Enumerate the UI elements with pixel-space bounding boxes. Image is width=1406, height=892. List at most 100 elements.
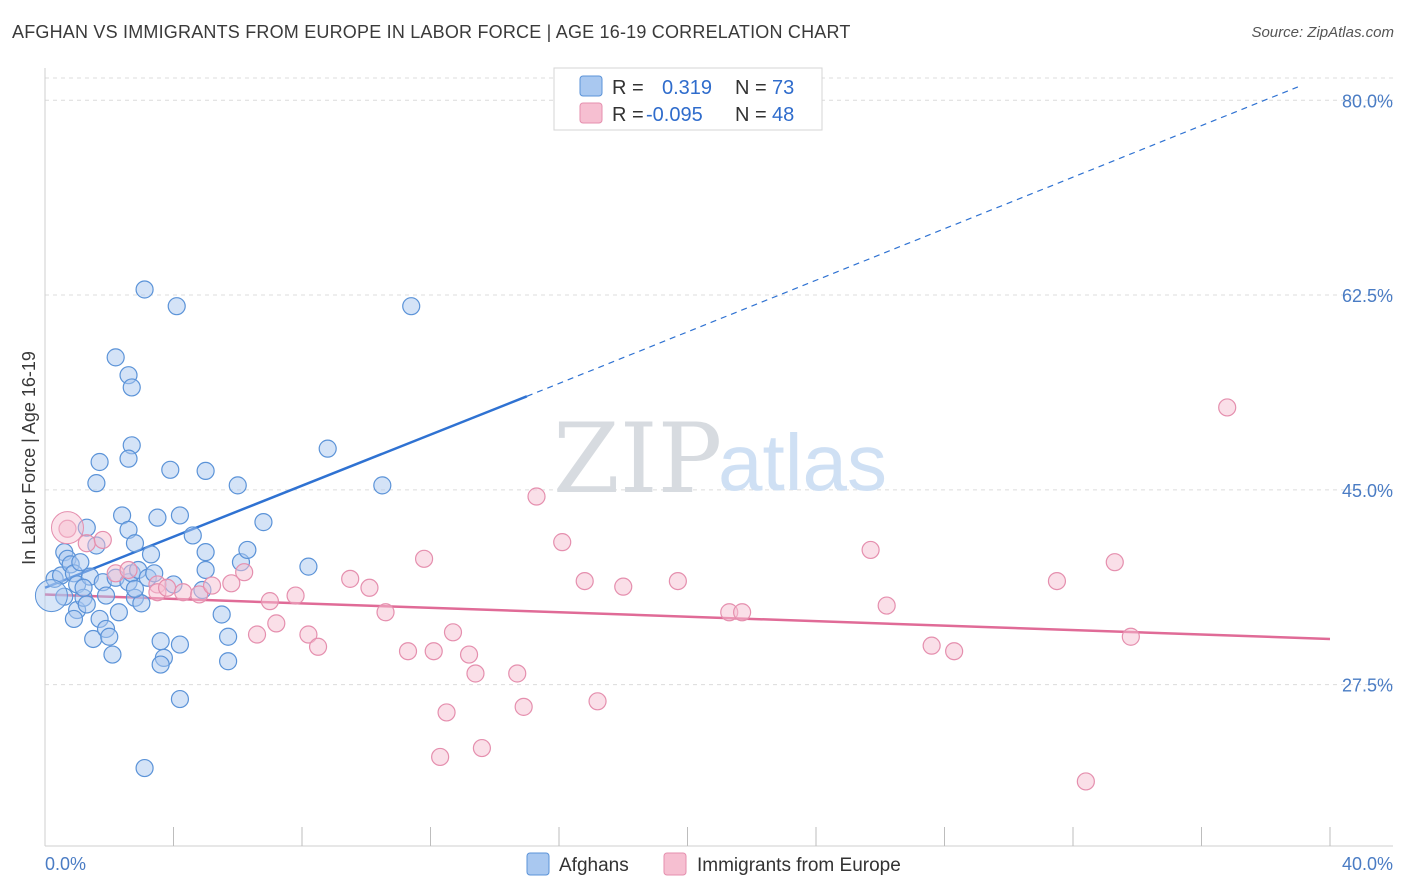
europe-point bbox=[1047, 571, 1067, 591]
europe-point bbox=[414, 549, 434, 568]
europe-point bbox=[553, 533, 572, 552]
afghans-point bbox=[87, 474, 106, 493]
europe-point bbox=[1121, 627, 1140, 646]
bottom-legend-swatch-afghans bbox=[526, 852, 550, 876]
europe-point bbox=[733, 603, 752, 622]
europe-point bbox=[247, 625, 267, 644]
europe-point bbox=[575, 571, 594, 591]
afghans-point bbox=[109, 603, 128, 622]
europe-point bbox=[174, 583, 193, 602]
europe-point bbox=[877, 596, 896, 615]
afghans-point bbox=[151, 632, 170, 651]
grid bbox=[45, 77, 1393, 686]
europe-point bbox=[527, 487, 546, 506]
watermark-atlas: atlas bbox=[718, 418, 887, 507]
europe-point bbox=[235, 563, 254, 582]
y-tick-labels: 27.5% 45.0% 62.5% 80.0% bbox=[1342, 91, 1393, 695]
legend-swatch-europe bbox=[579, 102, 603, 124]
afghans-point bbox=[119, 449, 138, 468]
europe-point bbox=[157, 578, 177, 597]
afghans-point bbox=[299, 557, 318, 576]
afghans-point bbox=[125, 534, 145, 553]
bottom-legend-europe: Immigrants from Europe bbox=[697, 855, 901, 876]
europe-point bbox=[443, 623, 463, 642]
afghans-point bbox=[373, 476, 392, 495]
afghans-point bbox=[161, 460, 180, 479]
afghans-trend-extension bbox=[526, 86, 1299, 397]
europe-cluster-point bbox=[50, 511, 84, 545]
europe-point bbox=[119, 560, 138, 580]
europe-point bbox=[466, 664, 485, 683]
y-tick-label: 80.0% bbox=[1342, 91, 1393, 111]
watermark: ZIP atlas bbox=[553, 403, 887, 515]
europe-point bbox=[286, 586, 305, 605]
legend-r-value-2: -0.095 bbox=[646, 104, 703, 126]
legend-r-value-1: 0.319 bbox=[662, 77, 712, 99]
afghans-point bbox=[228, 476, 247, 495]
europe-point bbox=[861, 540, 880, 560]
y-tick-label: 27.5% bbox=[1342, 676, 1393, 696]
europe-point bbox=[424, 642, 443, 661]
axes bbox=[44, 68, 1393, 847]
europe-point bbox=[58, 519, 77, 538]
europe-point bbox=[588, 692, 607, 711]
europe-point bbox=[1218, 398, 1237, 417]
bottom-legend-afghans: Afghans bbox=[559, 855, 629, 876]
afghans-point bbox=[151, 655, 170, 674]
europe-point bbox=[459, 645, 479, 664]
afghans-point bbox=[238, 540, 257, 560]
legend-n-label-2: N = bbox=[735, 104, 767, 126]
europe-point bbox=[202, 576, 222, 595]
y-axis-label: In Labor Force | Age 16-19 bbox=[19, 351, 39, 565]
legend-n-value-1: 73 bbox=[772, 77, 794, 99]
afghans-point bbox=[77, 595, 96, 614]
legend-r-label-2: R = bbox=[612, 104, 644, 126]
europe-point bbox=[267, 614, 286, 633]
europe-point bbox=[299, 625, 318, 644]
europe-point bbox=[190, 585, 209, 604]
europe-point bbox=[1105, 553, 1124, 572]
europe-trend-line bbox=[44, 593, 1331, 641]
bottom-legend: Afghans Immigrants from Europe bbox=[526, 852, 901, 876]
europe-point bbox=[614, 577, 633, 596]
afghans-point bbox=[141, 545, 161, 564]
afghans-point bbox=[100, 627, 119, 646]
europe-point bbox=[945, 642, 964, 661]
afghans-point bbox=[122, 378, 141, 397]
europe-point bbox=[431, 747, 450, 767]
afghans-point bbox=[402, 297, 421, 316]
europe-point bbox=[360, 578, 379, 597]
europe-point bbox=[514, 697, 533, 716]
x-tick-label-max: 40.0% bbox=[1342, 854, 1393, 874]
europe-point bbox=[472, 738, 491, 758]
afghans-point bbox=[170, 635, 190, 654]
source-label: Source: ZipAtlas.com bbox=[1251, 24, 1394, 41]
afghans-point bbox=[170, 506, 190, 525]
afghans-point bbox=[212, 605, 231, 624]
watermark-zip: ZIP bbox=[553, 403, 722, 515]
europe-point bbox=[508, 664, 527, 683]
afghans-trend-line bbox=[44, 395, 528, 589]
legend-n-label-1: N = bbox=[735, 77, 767, 99]
y-tick-label: 45.0% bbox=[1342, 481, 1393, 501]
europe-point bbox=[308, 637, 328, 656]
europe-point bbox=[437, 703, 456, 722]
afghans-point bbox=[90, 452, 109, 472]
afghans-point bbox=[167, 297, 186, 316]
afghans-point bbox=[135, 758, 154, 778]
x-tick-label-min: 0.0% bbox=[45, 854, 86, 874]
afghans-point bbox=[219, 627, 238, 646]
afghans-point bbox=[64, 609, 84, 629]
afghans-point bbox=[196, 543, 215, 562]
legend-swatch-afghans bbox=[579, 75, 603, 97]
afghans-point bbox=[106, 348, 125, 367]
afghans-point bbox=[183, 526, 202, 545]
data-points bbox=[34, 280, 1237, 791]
europe-point bbox=[398, 642, 418, 661]
legend: R = 0.319 N = 73 R = -0.095 N = 48 bbox=[553, 67, 823, 131]
y-tick-label: 62.5% bbox=[1342, 286, 1393, 306]
europe-point bbox=[668, 571, 687, 591]
afghans-point bbox=[254, 513, 273, 532]
europe-point bbox=[922, 636, 941, 655]
